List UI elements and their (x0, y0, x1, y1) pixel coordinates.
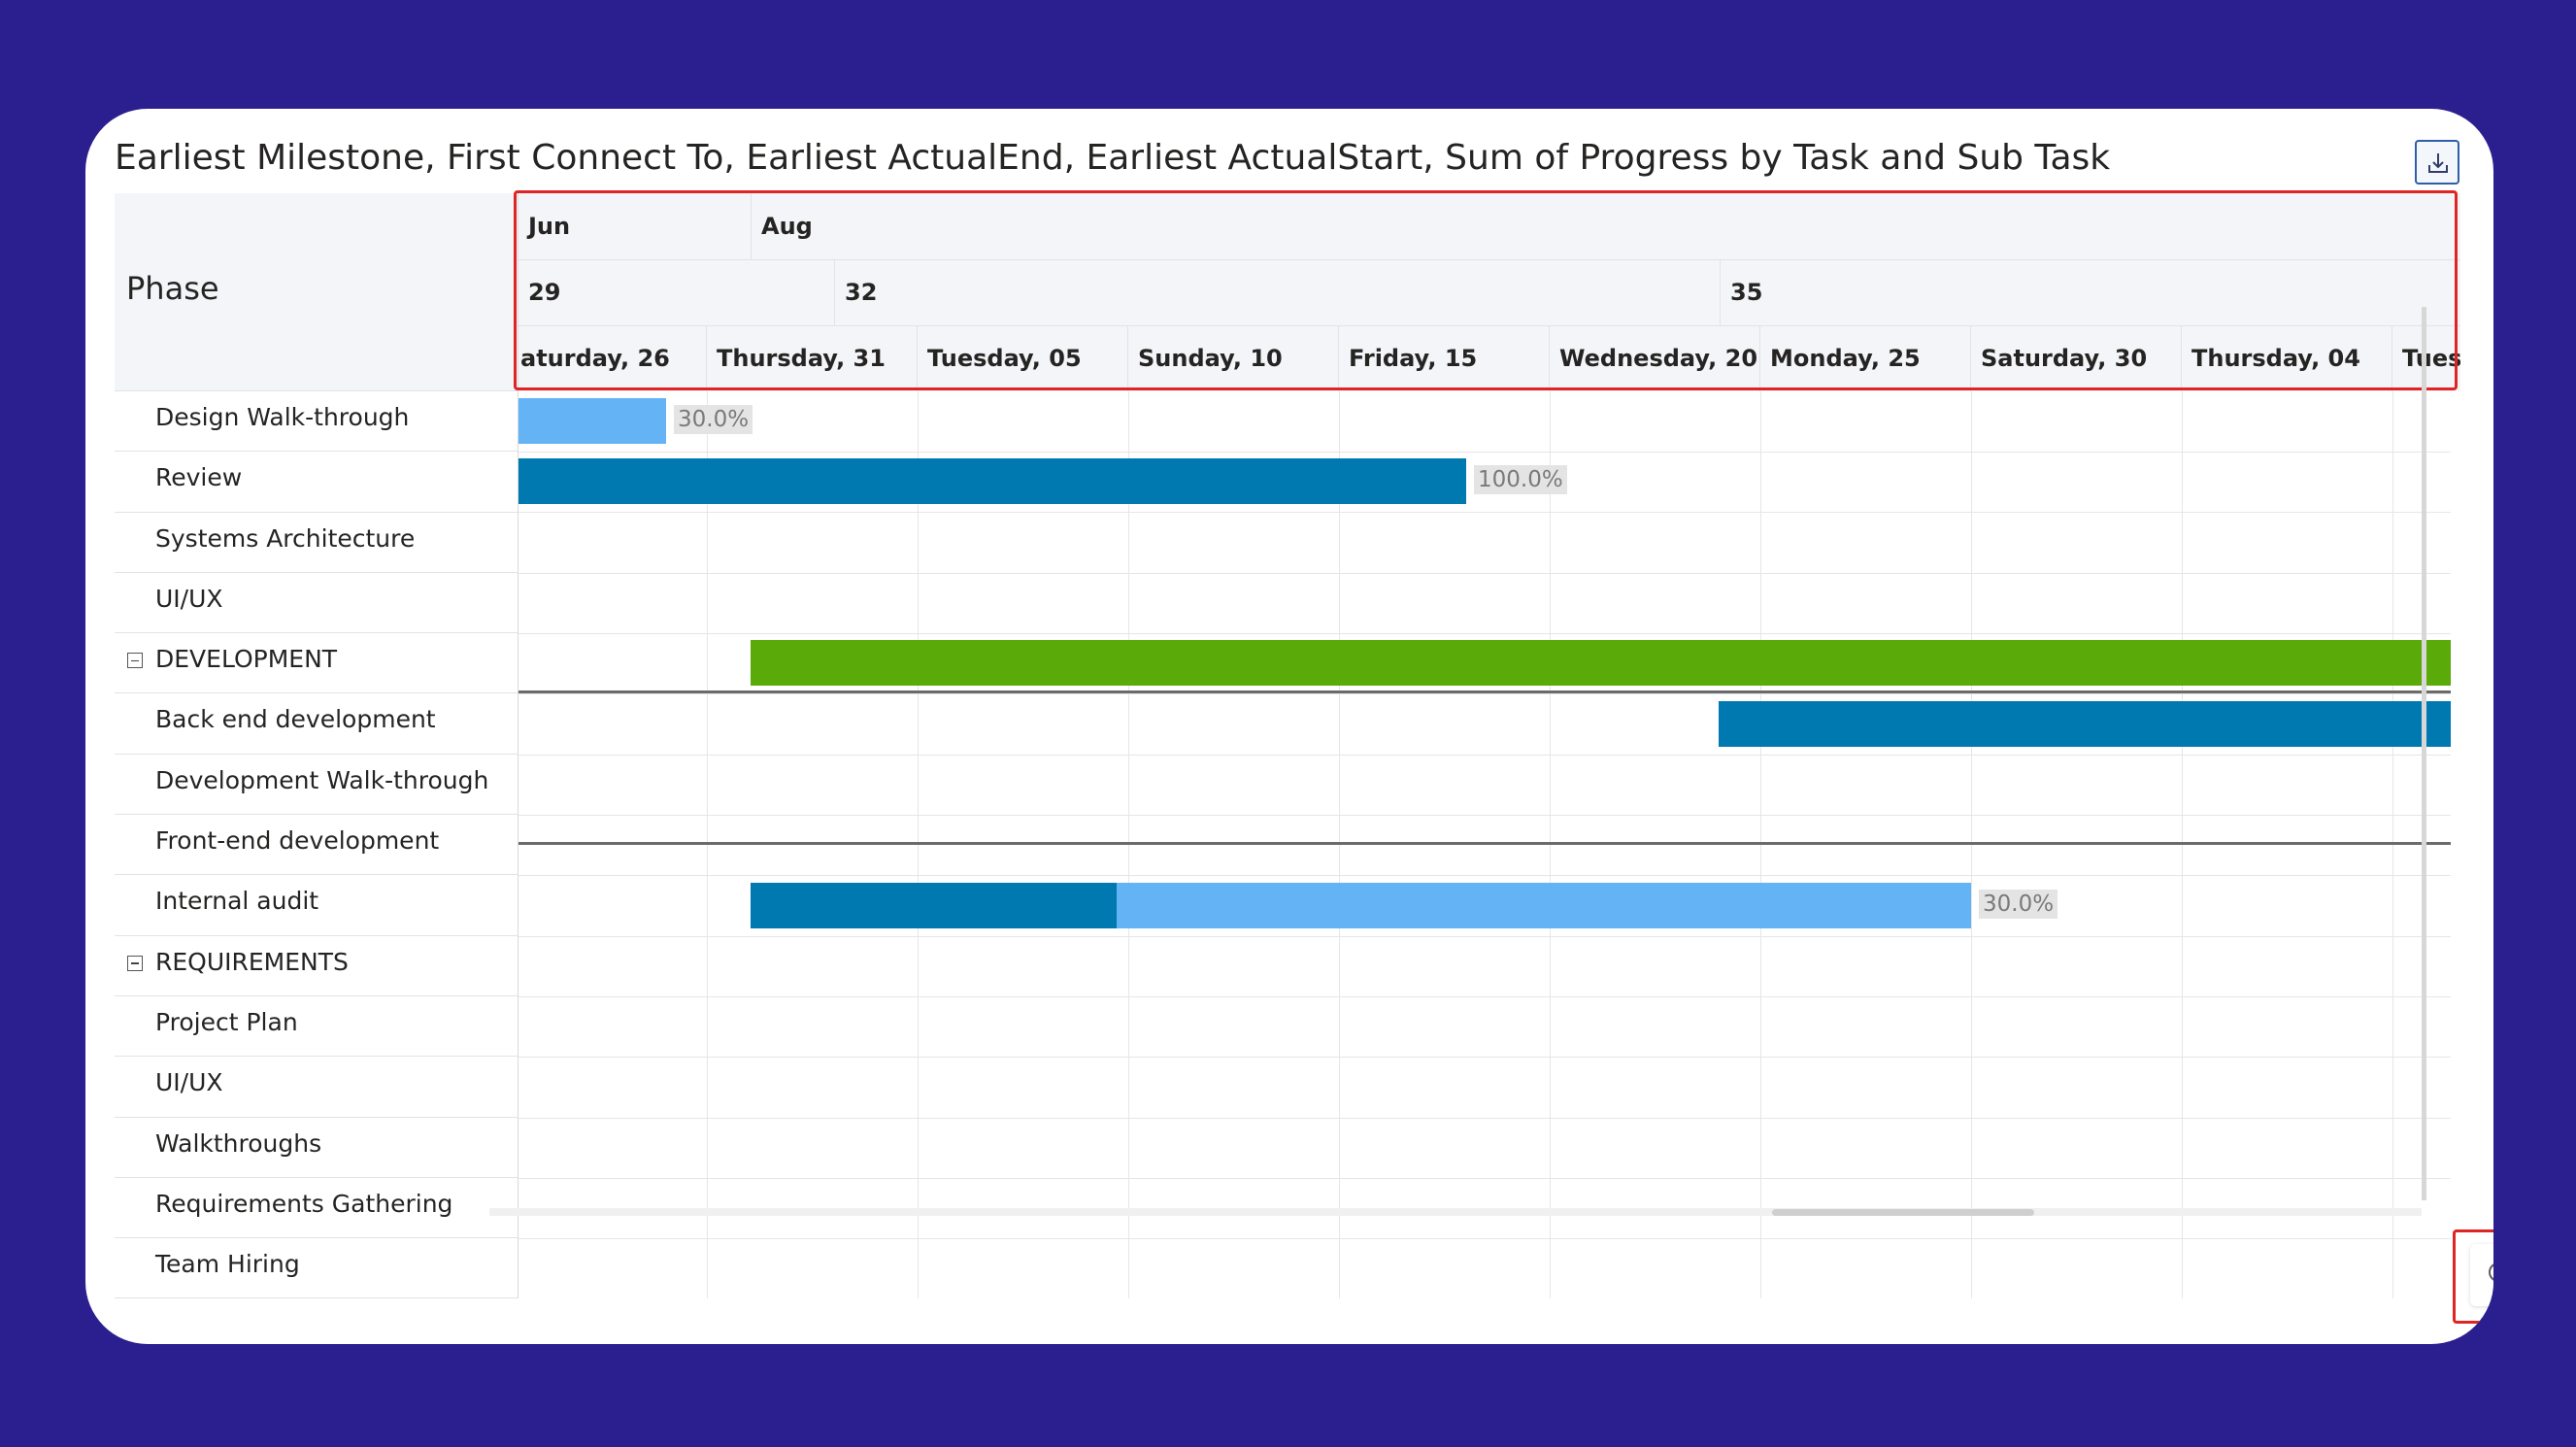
row-gridline (519, 452, 2451, 453)
day-gridline (1760, 391, 1761, 1298)
row-gridline (519, 815, 2451, 816)
development-group-bar[interactable] (751, 640, 2451, 686)
day-gridline (1128, 391, 1129, 1298)
task-label: Project Plan (155, 1007, 298, 1036)
internal-audit-progress-bar (751, 883, 1117, 928)
task-label: Development Walk-through (155, 765, 489, 794)
day-gridline (1550, 391, 1551, 1298)
week-label: 35 (1730, 279, 1763, 306)
month-label: Aug (761, 213, 813, 240)
collapse-icon[interactable] (127, 653, 143, 669)
task-row-label[interactable]: Back end development (115, 693, 519, 755)
group-label: REQUIREMENTS (155, 947, 349, 976)
task-label: Internal audit (155, 887, 319, 916)
day-gridline (1339, 391, 1340, 1298)
task-row-label[interactable]: Project Plan (115, 995, 519, 1058)
week-label: 29 (519, 259, 835, 325)
group-label: DEVELOPMENT (155, 645, 338, 674)
task-row-label[interactable]: Systems Architecture (115, 512, 519, 573)
zoom-out-button[interactable] (2470, 1329, 2493, 1344)
header-divider (519, 325, 2460, 326)
task-row-label[interactable]: Design Walk-through (115, 391, 519, 453)
collapse-icon[interactable] (127, 955, 143, 971)
task-label: Design Walk-through (155, 403, 410, 431)
task-label: Systems Architecture (155, 523, 416, 553)
row-gridline (519, 875, 2451, 876)
phase-header-label: Phase (126, 270, 219, 307)
horizontal-scrollbar-thumb[interactable] (1772, 1209, 2034, 1216)
visual-title: Earliest Milestone, First Connect To, Ea… (115, 138, 2111, 178)
day-gridline (707, 391, 708, 1298)
task-row-label[interactable]: Internal audit (115, 875, 519, 936)
task-label: Back end development (155, 705, 436, 734)
phase-list: Design Walk-through Review Systems Archi… (115, 391, 519, 1299)
horizontal-scrollbar[interactable] (489, 1208, 2422, 1216)
day-label: Thursday, 04 (2182, 325, 2392, 391)
timeline-header: Jun Aug 29 32 35 aturday, 26 Thursday, 3… (519, 193, 2460, 391)
phase-header: Phase (115, 193, 519, 391)
task-row-label[interactable]: Review (115, 452, 519, 513)
month-label: Jun (519, 193, 752, 259)
progress-label: 30.0% (674, 405, 753, 434)
task-row-label[interactable]: Front-end development (115, 815, 519, 876)
task-label: Review (155, 463, 243, 492)
task-label: Requirements Gathering (155, 1189, 453, 1218)
progress-label: 30.0% (1979, 890, 2058, 919)
task-row-label[interactable]: UI/UX (115, 1057, 519, 1118)
task-row-label[interactable]: UI/UX (115, 572, 519, 634)
row-gridline (519, 1057, 2451, 1058)
row-gridline (519, 693, 2451, 694)
task-label: Walkthroughs (155, 1128, 322, 1158)
zoom-in-button[interactable] (2470, 1244, 2493, 1306)
week-label: 32 (835, 259, 1721, 325)
task-row-label[interactable]: Team Hiring (115, 1238, 519, 1299)
design-walkthrough-bar[interactable] (519, 398, 666, 444)
row-gridline (519, 573, 2451, 574)
group-row-label[interactable]: REQUIREMENTS (115, 935, 519, 996)
task-row-label[interactable]: Development Walk-through (115, 754, 519, 816)
day-label: Saturday, 30 (1971, 325, 2182, 391)
dependency-connector (519, 690, 2451, 693)
day-gridline (2392, 391, 2393, 1298)
day-label: Wednesday, 20 (1550, 325, 1760, 391)
task-label: Front-end development (155, 826, 440, 856)
task-label: Team Hiring (155, 1250, 300, 1279)
row-gridline (519, 1118, 2451, 1119)
row-gridline (519, 936, 2451, 937)
row-gridline (519, 512, 2451, 513)
back-end-development-bar[interactable] (1719, 701, 2451, 747)
group-row-label[interactable]: DEVELOPMENT (115, 633, 519, 694)
review-bar[interactable] (519, 458, 1466, 504)
day-label: Monday, 25 (1760, 325, 1971, 391)
dependency-connector (519, 842, 2451, 845)
day-label: Friday, 15 (1339, 325, 1550, 391)
task-row-label[interactable]: Walkthroughs (115, 1117, 519, 1178)
day-gridline (918, 391, 919, 1298)
header-divider (519, 259, 2460, 260)
export-icon (2428, 153, 2448, 173)
day-gridline (2182, 391, 2183, 1298)
row-gridline (519, 755, 2451, 756)
day-label: Thursday, 31 (707, 325, 918, 391)
gantt-chart-area: 30.0% 100.0% 30.0% (519, 391, 2451, 1298)
row-gridline (519, 1238, 2451, 1239)
task-row-label[interactable]: Requirements Gathering (115, 1177, 519, 1239)
day-label: Tues (2402, 345, 2460, 372)
row-gridline (519, 633, 2451, 634)
task-label: UI/UX (155, 584, 223, 613)
zoom-in-icon (2489, 1263, 2493, 1281)
vertical-scrollbar[interactable] (2422, 307, 2426, 1200)
row-gridline (519, 1178, 2451, 1179)
export-button[interactable] (2415, 140, 2459, 185)
day-label: Tuesday, 05 (918, 325, 1128, 391)
zoom-in-highlight-box (2453, 1229, 2493, 1324)
day-label: Sunday, 10 (1128, 325, 1339, 391)
day-label: aturday, 26 (519, 325, 707, 391)
gantt-visual-card: Earliest Milestone, First Connect To, Ea… (85, 109, 2493, 1344)
day-gridline (1971, 391, 1972, 1298)
progress-label: 100.0% (1474, 465, 1567, 494)
task-label: UI/UX (155, 1068, 223, 1097)
row-gridline (519, 996, 2451, 997)
